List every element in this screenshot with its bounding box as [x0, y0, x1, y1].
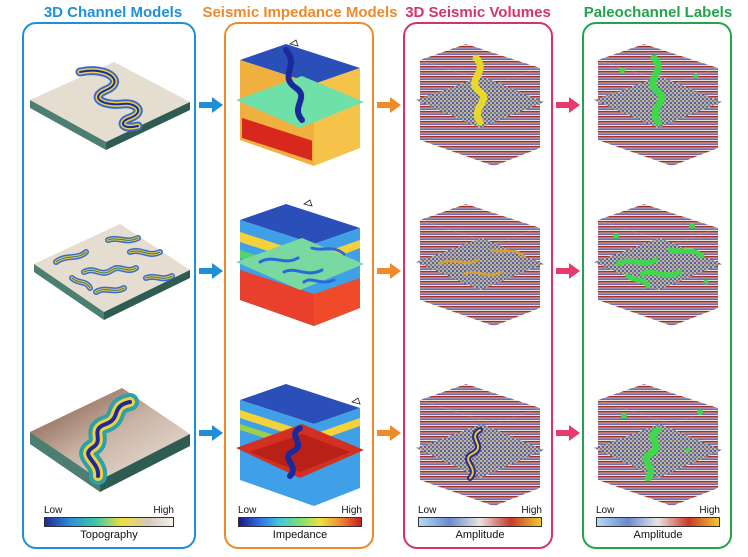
arrow-seismic-to-labels-row1	[556, 97, 580, 113]
colorbar-topography: Low High Topography	[44, 505, 174, 541]
colorbar-impedance-label: Impedance	[272, 529, 328, 541]
channel-model-3-image	[30, 388, 190, 492]
colorbar-amplitude-seismic-high: High	[521, 505, 542, 516]
arrow-channel-to-impedance-row2	[199, 263, 223, 279]
column-title-seismic-volumes: 3D Seismic Volumes	[405, 4, 551, 21]
channel-model-1-image	[30, 62, 190, 150]
seismic-volume-2-image	[416, 204, 544, 326]
arrow-impedance-to-seismic-row3	[377, 425, 401, 441]
colorbar-amplitude-seismic-low: Low	[418, 505, 437, 516]
paleochannel-label-3-image	[594, 384, 722, 506]
colorbar-amplitude-seismic-gradient	[418, 517, 542, 527]
arrow-channel-to-impedance-row3	[199, 425, 223, 441]
colorbar-amplitude-labels-low: Low	[596, 505, 615, 516]
paleochannel-label-1-image	[594, 44, 722, 166]
colorbar-amplitude-seismic: Low High Amplitude	[418, 505, 542, 541]
colorbar-amplitude-labels-label: Amplitude	[633, 529, 683, 541]
colorbar-impedance-gradient	[238, 517, 362, 527]
channel-model-2-image	[34, 224, 190, 320]
impedance-model-3-image	[236, 384, 364, 506]
arrow-seismic-to-labels-row3	[556, 425, 580, 441]
colorbar-topography-label: Topography	[80, 529, 138, 541]
column-title-paleochannel-labels: Paleochannel Labels	[583, 4, 733, 21]
colorbar-amplitude-seismic-label: Amplitude	[455, 529, 505, 541]
colorbar-impedance-low: Low	[238, 505, 257, 516]
colorbar-amplitude-labels: Low High Amplitude	[596, 505, 720, 541]
impedance-model-1-image	[236, 39, 364, 166]
colorbar-topography-gradient	[44, 517, 174, 527]
seismic-volume-3-image	[416, 384, 544, 506]
arrow-impedance-to-seismic-row2	[377, 263, 401, 279]
colorbar-amplitude-labels-high: High	[699, 505, 720, 516]
colorbar-amplitude-labels-gradient	[596, 517, 720, 527]
paleochannel-label-2-image	[594, 204, 722, 326]
arrow-seismic-to-labels-row2	[556, 263, 580, 279]
colorbar-impedance: Low High Impedance	[238, 505, 362, 541]
arrow-impedance-to-seismic-row1	[377, 97, 401, 113]
impedance-model-2-image	[236, 199, 364, 326]
column-title-channel-models: 3D Channel Models	[43, 4, 183, 21]
colorbar-topography-high: High	[153, 505, 174, 516]
colorbar-topography-low: Low	[44, 505, 63, 516]
seismic-volume-1-image	[416, 44, 544, 166]
colorbar-impedance-high: High	[341, 505, 362, 516]
arrow-channel-to-impedance-row1	[199, 97, 223, 113]
column-title-impedance-models: Seismic Impedance Models	[202, 4, 398, 21]
